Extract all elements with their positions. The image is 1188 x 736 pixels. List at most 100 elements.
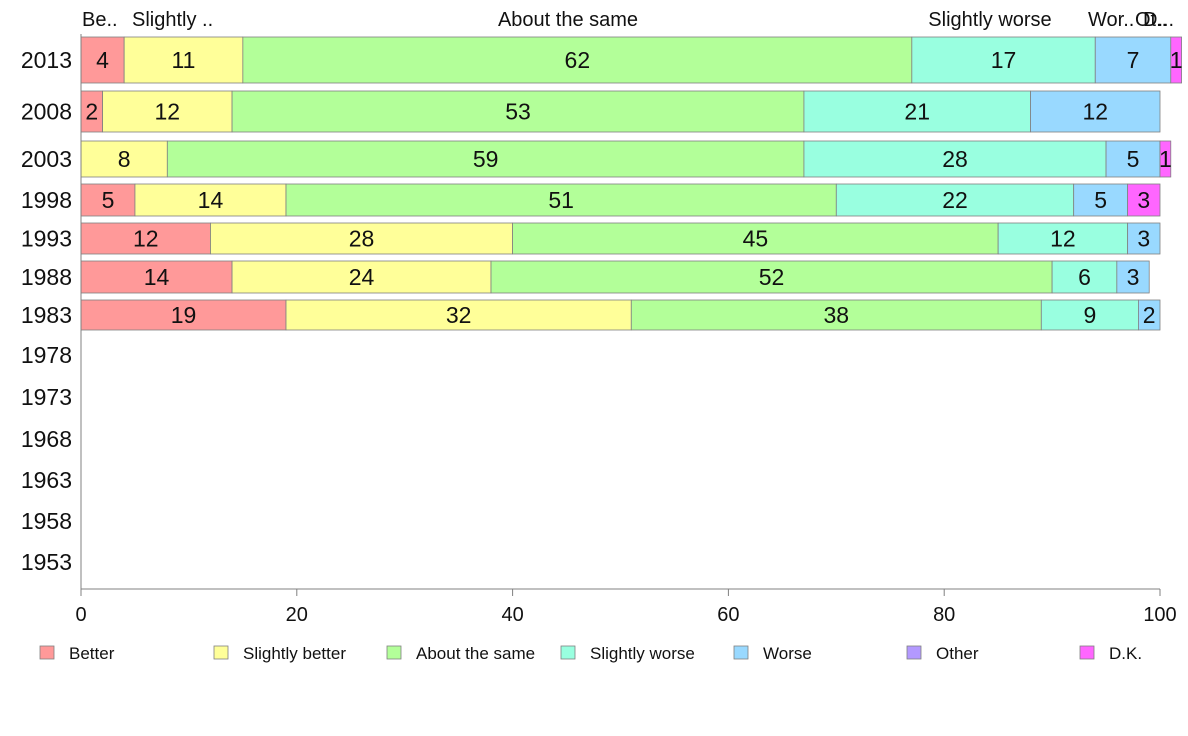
bar-value-label: 1 [1159,146,1172,172]
bar-value-label: 2 [85,99,98,125]
legend-swatch [213,645,229,660]
bar-1983-about-the-same [630,299,1042,331]
top-segment-label: D... [1143,9,1174,31]
bar-1983-worse [1138,299,1161,331]
x-tick-label: 0 [75,604,86,626]
bar-2013-d-k [1170,36,1182,84]
bar-value-label: 24 [349,264,375,290]
top-segment-label: Wor.. [1088,9,1134,31]
bar-1998-slightly-worse [835,183,1075,217]
x-tick-label: 100 [1143,604,1176,626]
bar-value-label: 52 [759,264,785,290]
bar-value-label: 3 [1137,187,1150,213]
bar-value-label: 11 [172,47,196,73]
top-segment-label: Be.. [82,9,118,31]
bar-1988-slightly-better [231,260,492,294]
bar-value-label: 12 [155,99,181,125]
legend-swatch [906,645,922,660]
bar-1983-better [80,299,287,331]
bar-2008-about-the-same [231,90,805,133]
legend-label: Better [69,644,115,663]
legend-label: Other [936,644,979,663]
bar-1993-worse [1127,222,1161,255]
x-tick-label: 40 [501,604,523,626]
bar-value-label: 2 [1143,302,1156,328]
year-label-1963: 1963 [21,467,72,493]
year-label-1968: 1968 [21,426,72,452]
legend-swatch [386,645,402,660]
bar-value-label: 14 [144,264,170,290]
legend-label: Worse [763,644,812,663]
bar-2003-d-k [1159,140,1172,178]
bar-value-label: 17 [991,47,1017,73]
legend-swatch [560,645,576,660]
year-label-2008: 2008 [21,99,72,125]
bar-2008-slightly-worse [803,90,1031,133]
legend-label: D.K. [1109,644,1142,663]
bar-value-label: 45 [743,226,769,252]
bar-2013-slightly-worse [911,36,1096,84]
bar-1988-worse [1116,260,1150,294]
year-label-1958: 1958 [21,508,72,534]
legend-swatch [1079,645,1095,660]
legend-swatch [39,645,55,660]
bar-value-label: 14 [198,187,224,213]
bar-value-label: 12 [133,226,159,252]
bar-1983-slightly-better [285,299,632,331]
x-tick-label: 60 [717,604,739,626]
top-segment-label: Slightly worse [928,9,1051,31]
bar-2003-about-the-same [166,140,805,178]
legend-swatch [733,645,749,660]
bar-value-label: 6 [1078,264,1091,290]
year-label-2003: 2003 [21,146,72,172]
bar-value-label: 59 [473,146,499,172]
top-segment-label: Ot.. [1135,9,1167,31]
year-label-1993: 1993 [21,226,72,252]
top-segment-label: About the same [498,9,638,31]
year-label-1988: 1988 [21,264,72,290]
top-segment-label: Slightly .. [132,9,213,31]
bar-2008-worse [1030,90,1161,133]
bar-value-label: 32 [446,302,472,328]
bar-2008-slightly-better [102,90,233,133]
year-label-1998: 1998 [21,187,72,213]
year-label-1983: 1983 [21,302,72,328]
bar-value-label: 12 [1082,99,1108,125]
x-tick-label: 20 [286,604,308,626]
bar-value-label: 4 [96,47,109,73]
bar-value-label: 7 [1127,47,1140,73]
x-tick-label: 80 [933,604,955,626]
bar-value-label: 5 [102,187,115,213]
bar-2013-slightly-better [123,36,244,84]
bar-2013-about-the-same [242,36,913,84]
bar-value-label: 5 [1094,187,1107,213]
bar-1998-better [80,183,136,217]
legend-label: Slightly worse [590,644,695,663]
bar-1998-slightly-better [134,183,287,217]
year-label-1978: 1978 [21,342,72,368]
bar-value-label: 51 [548,187,574,213]
bar-1998-d-k [1127,183,1161,217]
bar-1998-about-the-same [285,183,837,217]
bar-1993-about-the-same [512,222,999,255]
bar-2013-worse [1094,36,1172,84]
year-label-1953: 1953 [21,549,72,575]
bar-value-label: 28 [942,146,968,172]
bar-2003-slightly-worse [803,140,1107,178]
bar-value-label: 21 [904,99,930,125]
bar-value-label: 9 [1083,302,1096,328]
bar-value-label: 62 [565,47,591,73]
legend-label: Slightly better [243,644,346,663]
year-label-1973: 1973 [21,384,72,410]
bar-value-label: 22 [942,187,968,213]
bar-value-label: 12 [1050,226,1076,252]
bar-1993-slightly-better [210,222,513,255]
bar-value-label: 5 [1127,146,1140,172]
bar-value-label: 8 [118,146,131,172]
bar-1993-slightly-worse [997,222,1129,255]
bar-value-label: 28 [349,226,375,252]
bar-value-label: 19 [171,302,197,328]
bar-value-label: 3 [1137,226,1150,252]
bar-2013-better [80,36,125,84]
